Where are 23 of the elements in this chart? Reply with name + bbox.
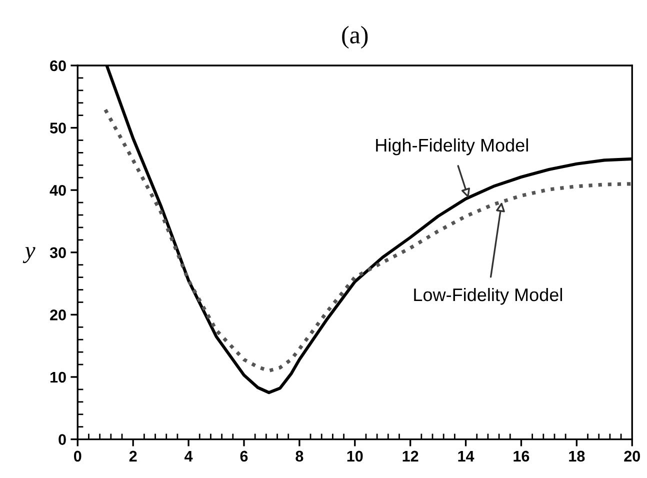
y-tick-label: 20 — [50, 310, 66, 320]
y-tick-label: 60 — [50, 60, 66, 72]
x-tick-label: 10 — [347, 450, 363, 462]
x-tick-label: 16 — [514, 450, 530, 462]
y-tick-label: 40 — [50, 184, 66, 196]
x-tick-label: 2 — [129, 450, 137, 462]
chart-title: (a) — [342, 26, 368, 49]
x-tick-label: 0 — [74, 450, 82, 462]
x-tick-label: 18 — [569, 450, 585, 462]
x-tick-label: 8 — [296, 450, 304, 462]
y-tick-label: 30 — [50, 247, 66, 258]
annotation: High-Fidelity Model — [376, 138, 528, 156]
x-tick-label: 6 — [240, 450, 248, 462]
y-tick-label: 0 — [58, 434, 66, 445]
y-tick-label: 10 — [50, 372, 66, 383]
x-tick-label: 12 — [402, 450, 418, 462]
x-tick-label: 20 — [624, 450, 640, 462]
x-tick-label: 4 — [184, 450, 193, 462]
y-axis-title: y — [22, 247, 36, 264]
annotation: Low-Fidelity Model — [414, 288, 562, 305]
x-tick-label: 14 — [458, 450, 474, 462]
y-tick-label: 50 — [50, 122, 66, 134]
line-series — [104, 108, 632, 373]
